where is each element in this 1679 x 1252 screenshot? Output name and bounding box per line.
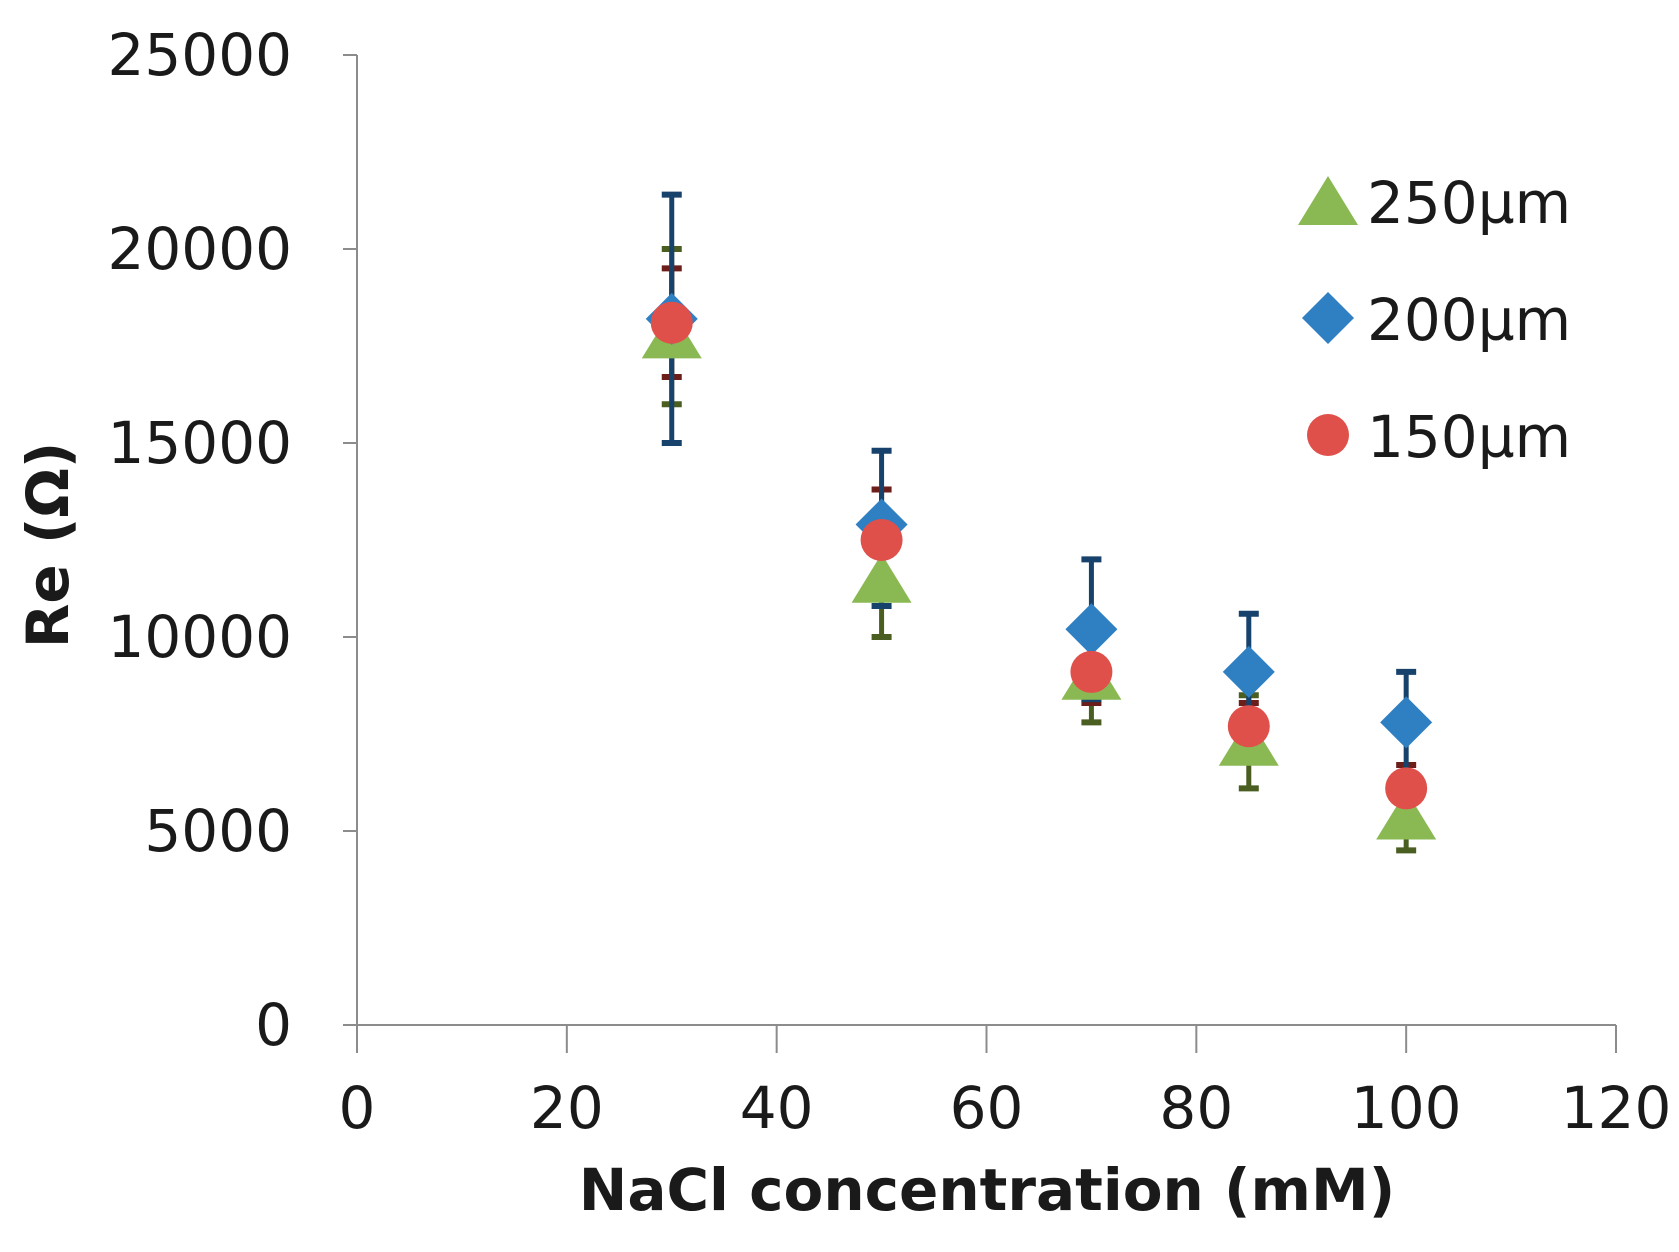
legend-swatch-circle — [1307, 414, 1349, 456]
legend-item: 200µm — [1302, 286, 1571, 354]
x-tick-label: 80 — [1159, 1074, 1233, 1142]
y-tick-label: 15000 — [107, 409, 292, 477]
x-ticks: 0 20 40 60 80 100 120 — [339, 1025, 1672, 1142]
x-tick-label: 100 — [1351, 1074, 1462, 1142]
y-tick-label: 0 — [255, 991, 292, 1059]
markers — [641, 292, 1437, 840]
y-tick-label: 5000 — [144, 797, 292, 865]
data-point-diamond — [1380, 696, 1433, 749]
data-point-circle — [650, 301, 693, 344]
data-point-circle — [860, 519, 903, 561]
data-point-diamond — [1065, 603, 1118, 656]
x-tick-label: 20 — [530, 1074, 604, 1142]
legend-swatch-triangle — [1298, 176, 1358, 225]
legend-swatch-diamond — [1302, 292, 1354, 344]
data-point-triangle — [1376, 790, 1437, 840]
y-ticks: 0 5000 10000 15000 20000 25000 — [107, 21, 357, 1059]
error-bars — [661, 191, 1417, 854]
data-point-diamond — [1222, 645, 1275, 698]
x-axis-title: NaCl concentration (mM) — [579, 1156, 1395, 1224]
y-tick-label: 10000 — [107, 603, 292, 671]
data-point-triangle — [851, 553, 912, 603]
y-axis-title: Re (Ω) — [14, 442, 82, 649]
x-tick-label: 40 — [740, 1074, 814, 1142]
data-point-circle — [1385, 767, 1428, 810]
legend: 250µm 200µm 150µm — [1298, 169, 1571, 471]
y-tick-label: 20000 — [107, 215, 292, 283]
legend-label: 150µm — [1367, 403, 1571, 471]
x-tick-label: 120 — [1561, 1074, 1672, 1142]
x-tick-label: 0 — [339, 1074, 376, 1142]
legend-label: 200µm — [1367, 286, 1571, 354]
x-tick-label: 60 — [950, 1074, 1024, 1142]
y-tick-label: 25000 — [107, 21, 292, 89]
legend-item: 150µm — [1307, 403, 1571, 471]
legend-label: 250µm — [1367, 169, 1571, 237]
legend-item: 250µm — [1298, 169, 1571, 237]
data-point-circle — [1070, 650, 1113, 693]
data-point-circle — [1227, 705, 1270, 748]
axes: 0 5000 10000 15000 20000 25000 0 20 40 60 80 100 12… — [107, 21, 1671, 1142]
